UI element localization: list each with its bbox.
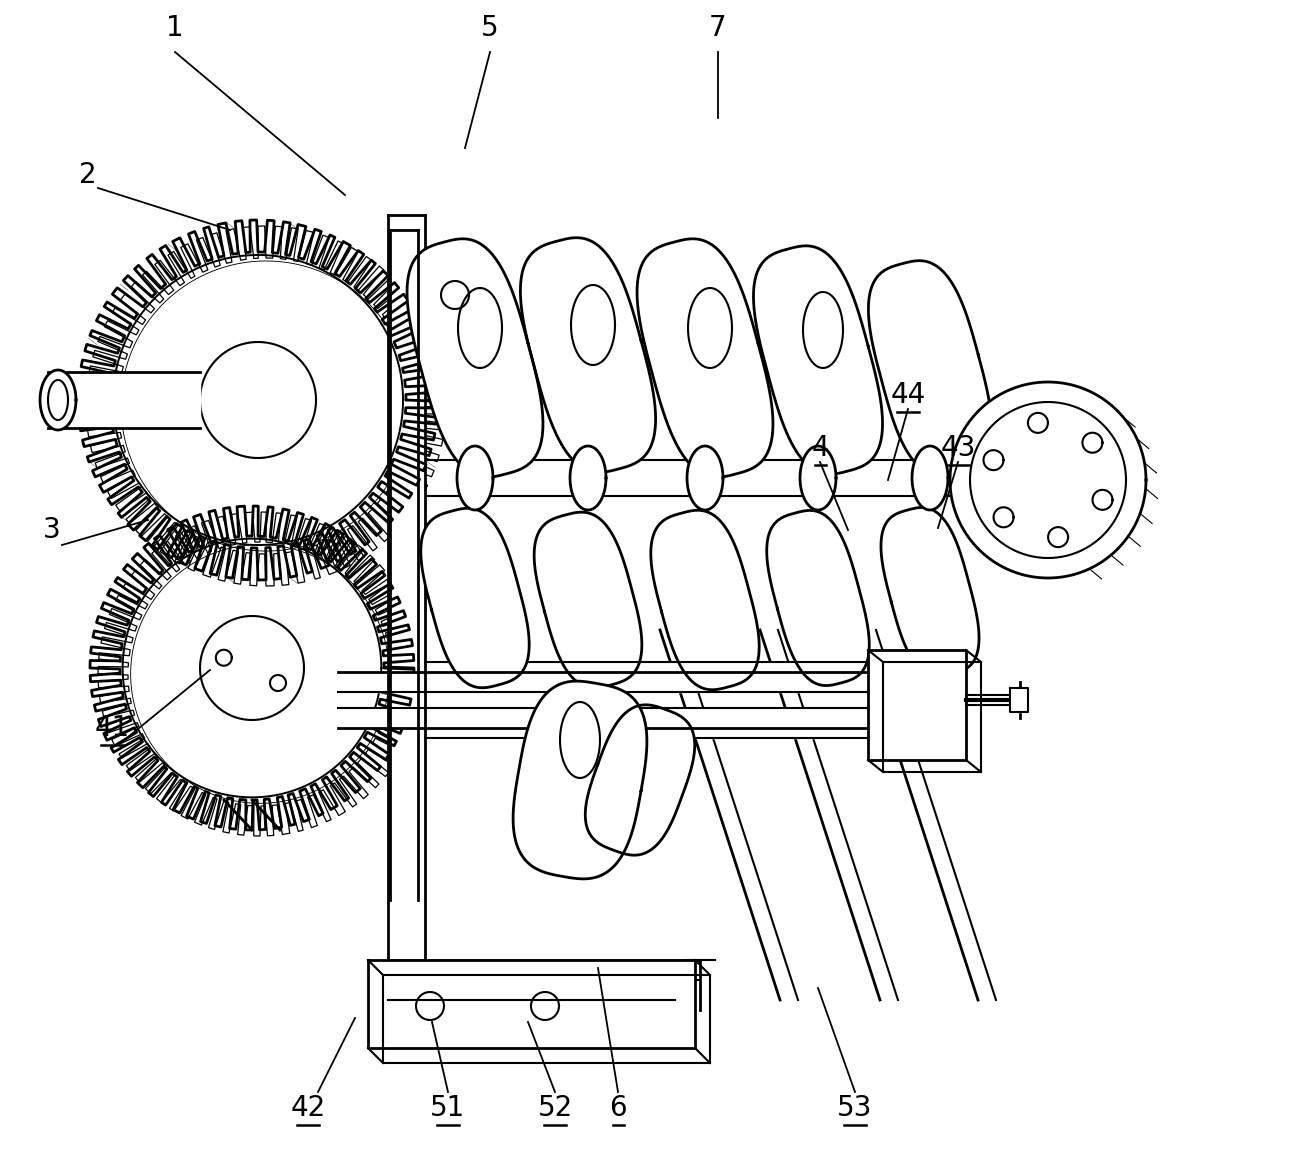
Polygon shape	[869, 650, 967, 760]
Polygon shape	[421, 509, 530, 688]
Polygon shape	[950, 382, 1146, 578]
Text: 44: 44	[891, 381, 926, 409]
Polygon shape	[416, 992, 443, 1020]
Polygon shape	[637, 238, 773, 478]
Polygon shape	[407, 238, 543, 478]
Polygon shape	[800, 445, 836, 510]
Polygon shape	[425, 662, 869, 672]
Polygon shape	[869, 260, 991, 475]
Polygon shape	[513, 681, 647, 879]
Polygon shape	[687, 445, 723, 510]
Polygon shape	[388, 215, 425, 960]
Polygon shape	[200, 616, 303, 721]
Text: 7: 7	[709, 14, 727, 41]
Polygon shape	[48, 372, 200, 428]
Polygon shape	[651, 510, 759, 689]
Polygon shape	[458, 288, 502, 368]
Polygon shape	[456, 445, 493, 510]
Text: 52: 52	[538, 1093, 573, 1122]
Text: 2: 2	[80, 161, 97, 189]
Polygon shape	[912, 445, 948, 510]
Polygon shape	[521, 238, 655, 472]
Polygon shape	[803, 292, 842, 368]
Polygon shape	[585, 704, 695, 855]
Polygon shape	[337, 708, 899, 727]
Polygon shape	[994, 508, 1014, 527]
Polygon shape	[766, 510, 870, 686]
Polygon shape	[984, 450, 1003, 470]
Polygon shape	[425, 727, 869, 738]
Polygon shape	[882, 508, 978, 677]
Polygon shape	[337, 672, 899, 692]
Text: 6: 6	[610, 1093, 627, 1122]
Polygon shape	[1028, 413, 1048, 433]
Polygon shape	[570, 445, 606, 510]
Polygon shape	[1083, 433, 1103, 452]
Polygon shape	[368, 960, 695, 1049]
Text: 1: 1	[166, 14, 184, 41]
Polygon shape	[572, 285, 615, 365]
Polygon shape	[531, 992, 559, 1020]
Text: 5: 5	[481, 14, 498, 41]
Text: 51: 51	[430, 1093, 466, 1122]
Text: 42: 42	[290, 1093, 326, 1122]
Text: 4: 4	[811, 434, 829, 462]
Text: 43: 43	[940, 434, 976, 462]
Text: 41: 41	[94, 714, 129, 742]
Polygon shape	[560, 702, 600, 778]
Polygon shape	[1092, 490, 1113, 510]
Polygon shape	[200, 342, 317, 458]
Polygon shape	[534, 512, 642, 688]
Polygon shape	[1010, 688, 1028, 712]
Text: 53: 53	[837, 1093, 872, 1122]
Polygon shape	[688, 288, 732, 368]
Polygon shape	[753, 246, 883, 474]
Polygon shape	[41, 369, 76, 430]
Polygon shape	[1048, 527, 1069, 547]
Text: 3: 3	[43, 516, 61, 544]
